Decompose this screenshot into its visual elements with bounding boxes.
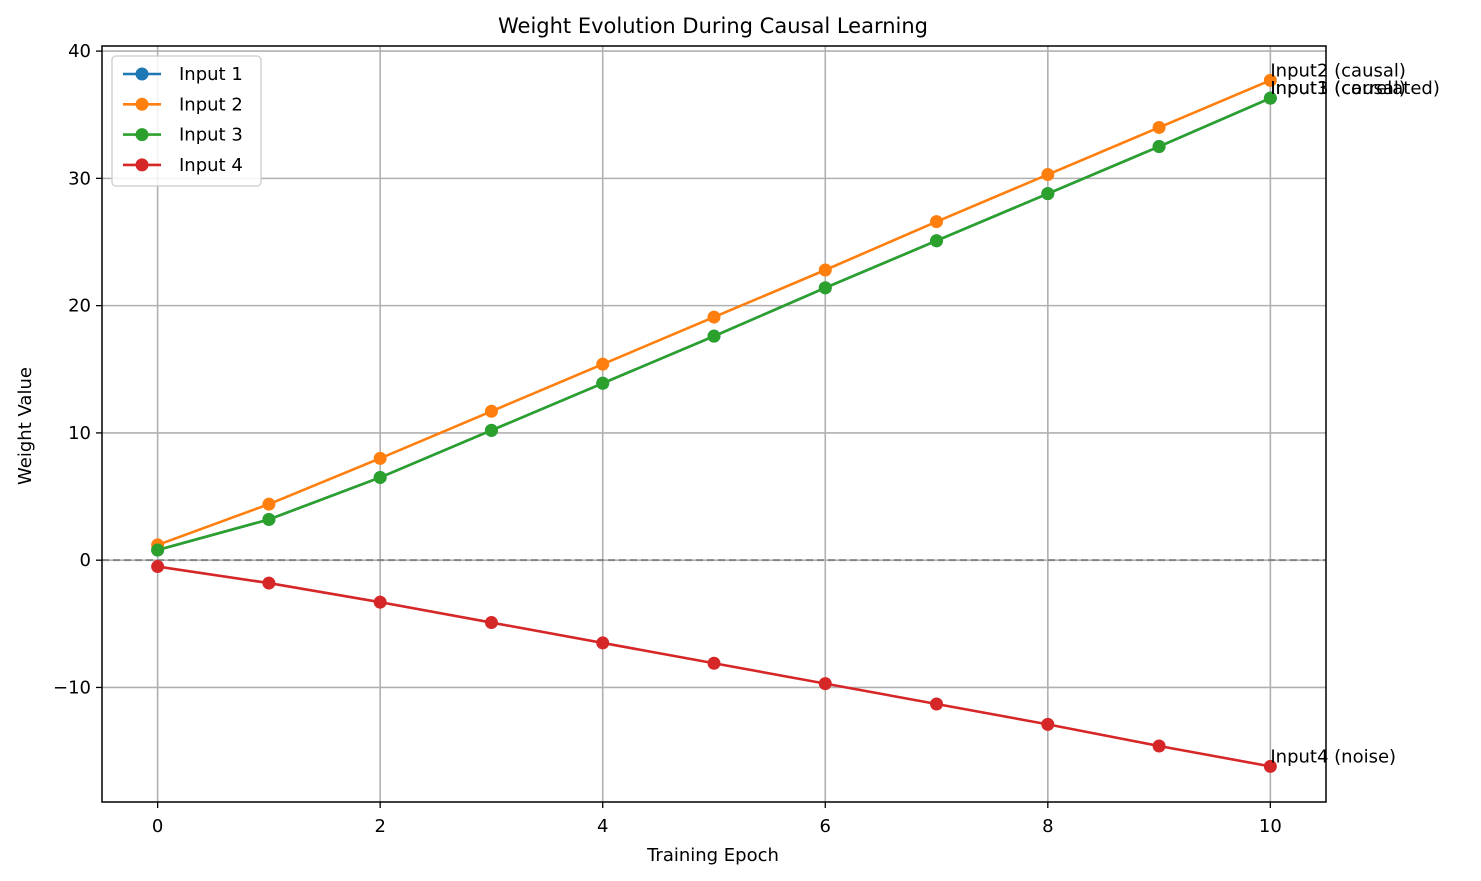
data-point: [818, 677, 832, 691]
legend-label: Input 1: [179, 64, 243, 85]
data-point: [818, 281, 832, 295]
data-point: [1263, 759, 1277, 773]
legend-item: Input 3: [123, 125, 243, 146]
annotations: Input2 (causal)Input1 (causal)Input3 (co…: [1270, 60, 1440, 767]
data-point: [262, 497, 276, 511]
data-point: [1041, 717, 1055, 731]
series-lines: [151, 73, 1277, 773]
data-point: [1041, 168, 1055, 182]
annotation-label: Input1 (causal): [1270, 78, 1406, 99]
data-point: [1263, 91, 1277, 105]
legend-box: [111, 55, 262, 187]
data-point: [262, 512, 276, 526]
data-point: [930, 234, 944, 248]
legend-swatch-marker: [135, 158, 149, 172]
data-point: [484, 423, 498, 437]
data-point: [930, 697, 944, 711]
data-point: [484, 616, 498, 630]
legend-swatch-marker: [135, 128, 149, 142]
annotation-label: Input3 (correlated): [1270, 78, 1440, 99]
legend-item: Input 4: [123, 155, 243, 176]
data-point: [930, 215, 944, 229]
y-tick-label: 10: [68, 423, 91, 444]
data-point: [1152, 140, 1166, 154]
data-point: [1152, 120, 1166, 134]
x-axis-ticks: 0 2 4 6 8 10: [152, 802, 1282, 837]
data-point: [596, 357, 610, 371]
x-axis-label: Training Epoch: [646, 845, 779, 866]
legend-label: Input 3: [179, 125, 243, 146]
legend: Input 1 Input 2 Input 3 Input 4: [111, 55, 262, 187]
data-point: [373, 470, 387, 484]
legend-item: Input 1: [123, 64, 243, 85]
chart-title: Weight Evolution During Causal Learning: [498, 14, 928, 38]
data-point: [151, 543, 165, 557]
data-point: [818, 263, 832, 277]
annotation-label: Input4 (noise): [1270, 746, 1396, 767]
legend-label: Input 4: [179, 155, 243, 176]
y-tick-label: 40: [68, 41, 91, 62]
x-tick-label: 4: [597, 816, 608, 837]
data-point: [1041, 187, 1055, 201]
data-point: [596, 636, 610, 650]
x-tick-label: 0: [152, 816, 163, 837]
data-point: [373, 451, 387, 465]
x-tick-label: 10: [1259, 816, 1282, 837]
y-tick-label: 20: [68, 296, 91, 317]
data-point: [373, 595, 387, 609]
data-point: [707, 656, 721, 670]
y-axis-label: Weight Value: [15, 367, 36, 485]
annotation-label: Input2 (causal): [1270, 60, 1406, 81]
legend-label: Input 2: [179, 94, 243, 115]
series-input-4: [151, 560, 1277, 773]
x-tick-label: 2: [374, 816, 385, 837]
legend-item: Input 2: [123, 94, 243, 115]
x-tick-label: 8: [1042, 816, 1053, 837]
data-point: [596, 376, 610, 390]
data-point: [707, 310, 721, 324]
legend-swatch-marker: [135, 67, 149, 81]
legend-swatch-marker: [135, 97, 149, 111]
x-tick-label: 6: [820, 816, 831, 837]
series-input-3: [151, 91, 1277, 557]
y-axis-ticks: −10 0 10 20 30 40: [53, 41, 102, 698]
data-point: [151, 560, 165, 574]
data-point: [262, 576, 276, 590]
data-point: [707, 329, 721, 343]
y-tick-label: −10: [53, 677, 91, 698]
y-tick-label: 30: [68, 168, 91, 189]
series-input-2: [151, 73, 1277, 552]
plot-frame: [101, 45, 1327, 803]
y-tick-label: 0: [80, 550, 91, 571]
data-point: [1152, 739, 1166, 753]
data-point: [1263, 73, 1277, 87]
data-point: [484, 404, 498, 418]
